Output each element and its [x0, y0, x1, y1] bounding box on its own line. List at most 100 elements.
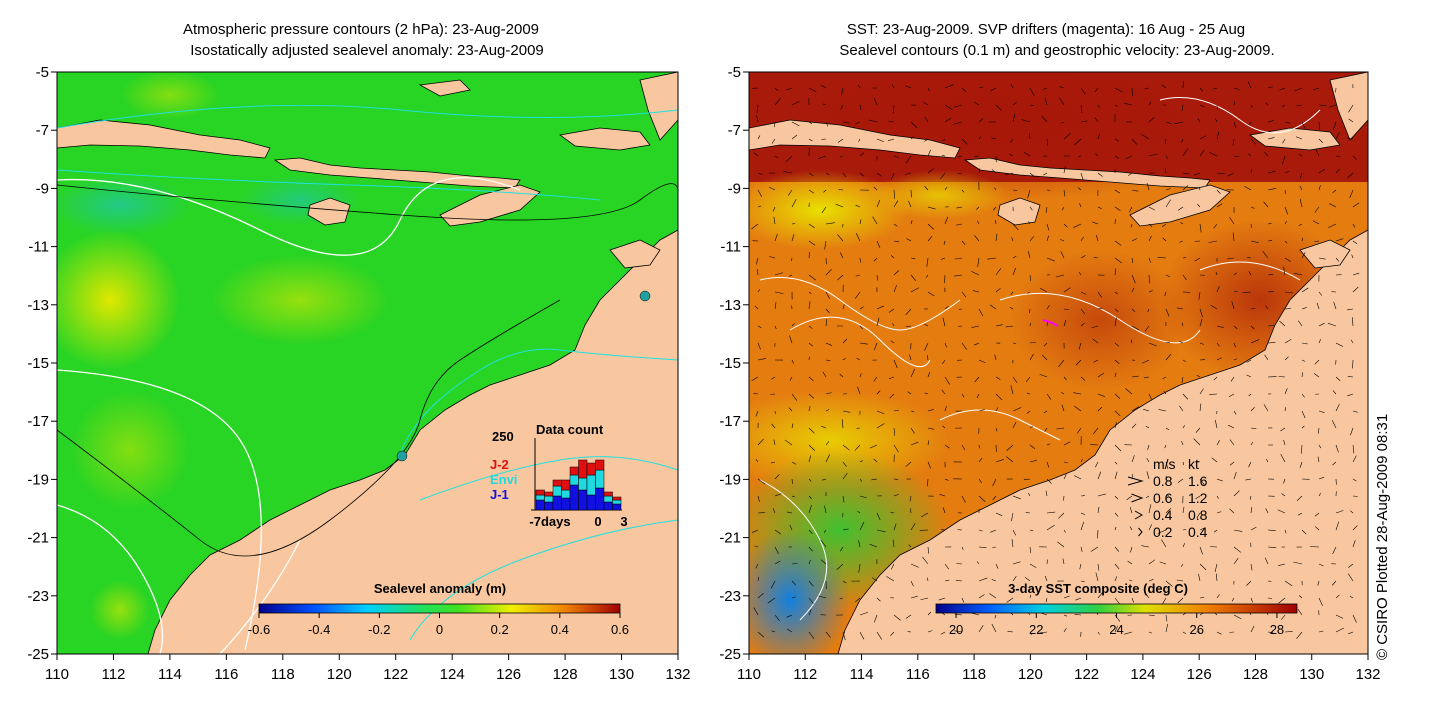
- data-count-x-label: 3: [620, 514, 627, 529]
- data-count-bar: [553, 486, 562, 496]
- right-y-tick-label: -17: [719, 413, 741, 430]
- left-x-tick-label: 110: [45, 666, 69, 683]
- left-y-tick-label: -5: [36, 64, 49, 81]
- sla-colorbar-tick-label: -0.2: [368, 622, 390, 637]
- left-y-tick-label: -21: [27, 530, 49, 547]
- data-count-bar: [545, 496, 554, 502]
- left-x-tick-label: 128: [553, 666, 578, 683]
- left-y-tick-label: -25: [27, 646, 49, 663]
- data-count-bar: [604, 492, 613, 496]
- right-title-line1: SST: 23-Aug-2009. SVP drifters (magenta)…: [847, 21, 1245, 38]
- data-count-bar: [579, 460, 588, 478]
- right-y-tick-label: -21: [719, 530, 741, 547]
- right-y-tick-label: -25: [719, 646, 741, 663]
- data-count-legend-envi: Envi: [490, 472, 517, 487]
- velocity-legend-kt-value: 1.6: [1188, 473, 1208, 489]
- left-y-axis: -5 -7 -9 -11 -13 -15 -17 -19 -21 -23 -25: [27, 64, 57, 663]
- right-y-tick-label: -7: [728, 122, 741, 139]
- left-y-tick-label: -13: [27, 297, 49, 314]
- right-y-tick-label: -23: [719, 588, 741, 605]
- data-count-bar: [536, 495, 545, 500]
- left-x-tick-label: 124: [440, 666, 465, 683]
- left-y-tick-label: -11: [28, 239, 49, 256]
- data-count-bar: [587, 495, 596, 510]
- data-count-bar: [596, 460, 605, 470]
- right-x-tick-label: 110: [737, 666, 761, 683]
- data-count-x-label: 0: [594, 514, 601, 529]
- sst-colorbar-tick-label: 20: [949, 622, 963, 637]
- left-x-tick-label: 130: [609, 666, 634, 683]
- left-y-tick-label: -9: [36, 180, 49, 197]
- velocity-legend-ms-value: 0.6: [1153, 490, 1173, 506]
- left-x-tick-label: 120: [327, 666, 352, 683]
- left-y-tick-label: -17: [27, 413, 49, 430]
- data-count-legend-j-1: J-1: [490, 487, 509, 502]
- left-x-tick-label: 118: [271, 666, 295, 683]
- right-y-tick-label: -13: [719, 297, 741, 314]
- sla-colorbar-tick-label: 0.6: [611, 622, 629, 637]
- right-y-axis: -5-7-9-11-13-15-17-19-21-23-25: [719, 64, 749, 663]
- data-count-bar: [613, 500, 622, 504]
- sla-colorbar-tick-label: -0.4: [308, 622, 330, 637]
- data-count-title: Data count: [536, 422, 604, 437]
- velocity-legend-kt: kt: [1188, 456, 1199, 472]
- data-count-bar: [553, 480, 562, 486]
- right-panel: SST: 23-Aug-2009. SVP drifters (magenta)…: [710, 21, 1381, 683]
- velocity-legend-ms-value: 0.8: [1153, 473, 1173, 489]
- right-y-tick-label: -15: [719, 355, 741, 372]
- left-title-line1: Atmospheric pressure contours (2 hPa): 2…: [183, 21, 539, 38]
- left-x-tick-label: 114: [158, 666, 182, 683]
- left-panel: Atmospheric pressure contours (2 hPa): 2…: [27, 21, 690, 683]
- velocity-legend-kt-value: 0.8: [1188, 507, 1208, 523]
- data-count-bar: [562, 480, 571, 490]
- right-x-tick-label: 114: [850, 666, 874, 683]
- left-y-tick-label: -23: [27, 588, 49, 605]
- sst-colorbar-tick-label: 24: [1109, 622, 1123, 637]
- data-count-legend-j-2: J-2: [490, 457, 509, 472]
- right-y-tick-label: -19: [719, 471, 741, 488]
- data-count-bar: [613, 497, 622, 500]
- data-count-bar: [536, 490, 545, 495]
- velocity-legend-kt-value: 1.2: [1188, 490, 1208, 506]
- velocity-legend-ms-value: 0.2: [1153, 524, 1173, 540]
- data-count-bar: [587, 463, 596, 475]
- data-count-bar: [553, 496, 562, 510]
- left-x-tick-label: 112: [101, 666, 125, 683]
- data-count-bar: [536, 500, 545, 510]
- velocity-legend-ms-value: 0.4: [1153, 507, 1173, 523]
- sla-colorbar-tick-label: 0.4: [551, 622, 569, 637]
- right-x-tick-label: 112: [793, 666, 817, 683]
- left-y-tick-label: -7: [36, 122, 49, 139]
- data-count-bar: [596, 488, 605, 510]
- right-x-tick-label: 124: [1130, 666, 1155, 683]
- sst-colorbar-title: 3-day SST composite (deg C): [1008, 581, 1188, 596]
- data-count-bar: [545, 492, 554, 496]
- left-y-tick-label: -15: [27, 355, 49, 372]
- sla-colorbar-tick-label: 0.2: [491, 622, 509, 637]
- data-count-bar: [587, 475, 596, 495]
- data-count-bar: [545, 502, 554, 510]
- data-count-bar: [562, 498, 571, 510]
- left-title-line2: Isostatically adjusted sealevel anomaly:…: [190, 42, 544, 59]
- right-x-tick-label: 128: [1243, 666, 1268, 683]
- data-count-bar: [570, 475, 579, 485]
- right-x-tick-label: 122: [1074, 666, 1099, 683]
- data-count-bar: [579, 490, 588, 510]
- sst-colorbar-tick-label: 28: [1270, 622, 1284, 637]
- sst-colorbar-tick-label: 26: [1189, 622, 1203, 637]
- left-x-tick-label: 116: [214, 666, 238, 683]
- sst-colorbar-tick-label: 22: [1029, 622, 1043, 637]
- left-x-tick-label: 126: [496, 666, 521, 683]
- right-y-tick-label: -5: [728, 64, 741, 81]
- left-y-tick-label: -19: [27, 471, 49, 488]
- right-y-tick-label: -9: [728, 180, 741, 197]
- data-count-bar: [596, 470, 605, 488]
- right-x-tick-label: 116: [906, 666, 930, 683]
- data-count-bar: [570, 467, 579, 475]
- data-count-bar: [562, 490, 571, 498]
- data-count-bar: [579, 478, 588, 490]
- sla-colorbar-tick-label: 0: [436, 622, 443, 637]
